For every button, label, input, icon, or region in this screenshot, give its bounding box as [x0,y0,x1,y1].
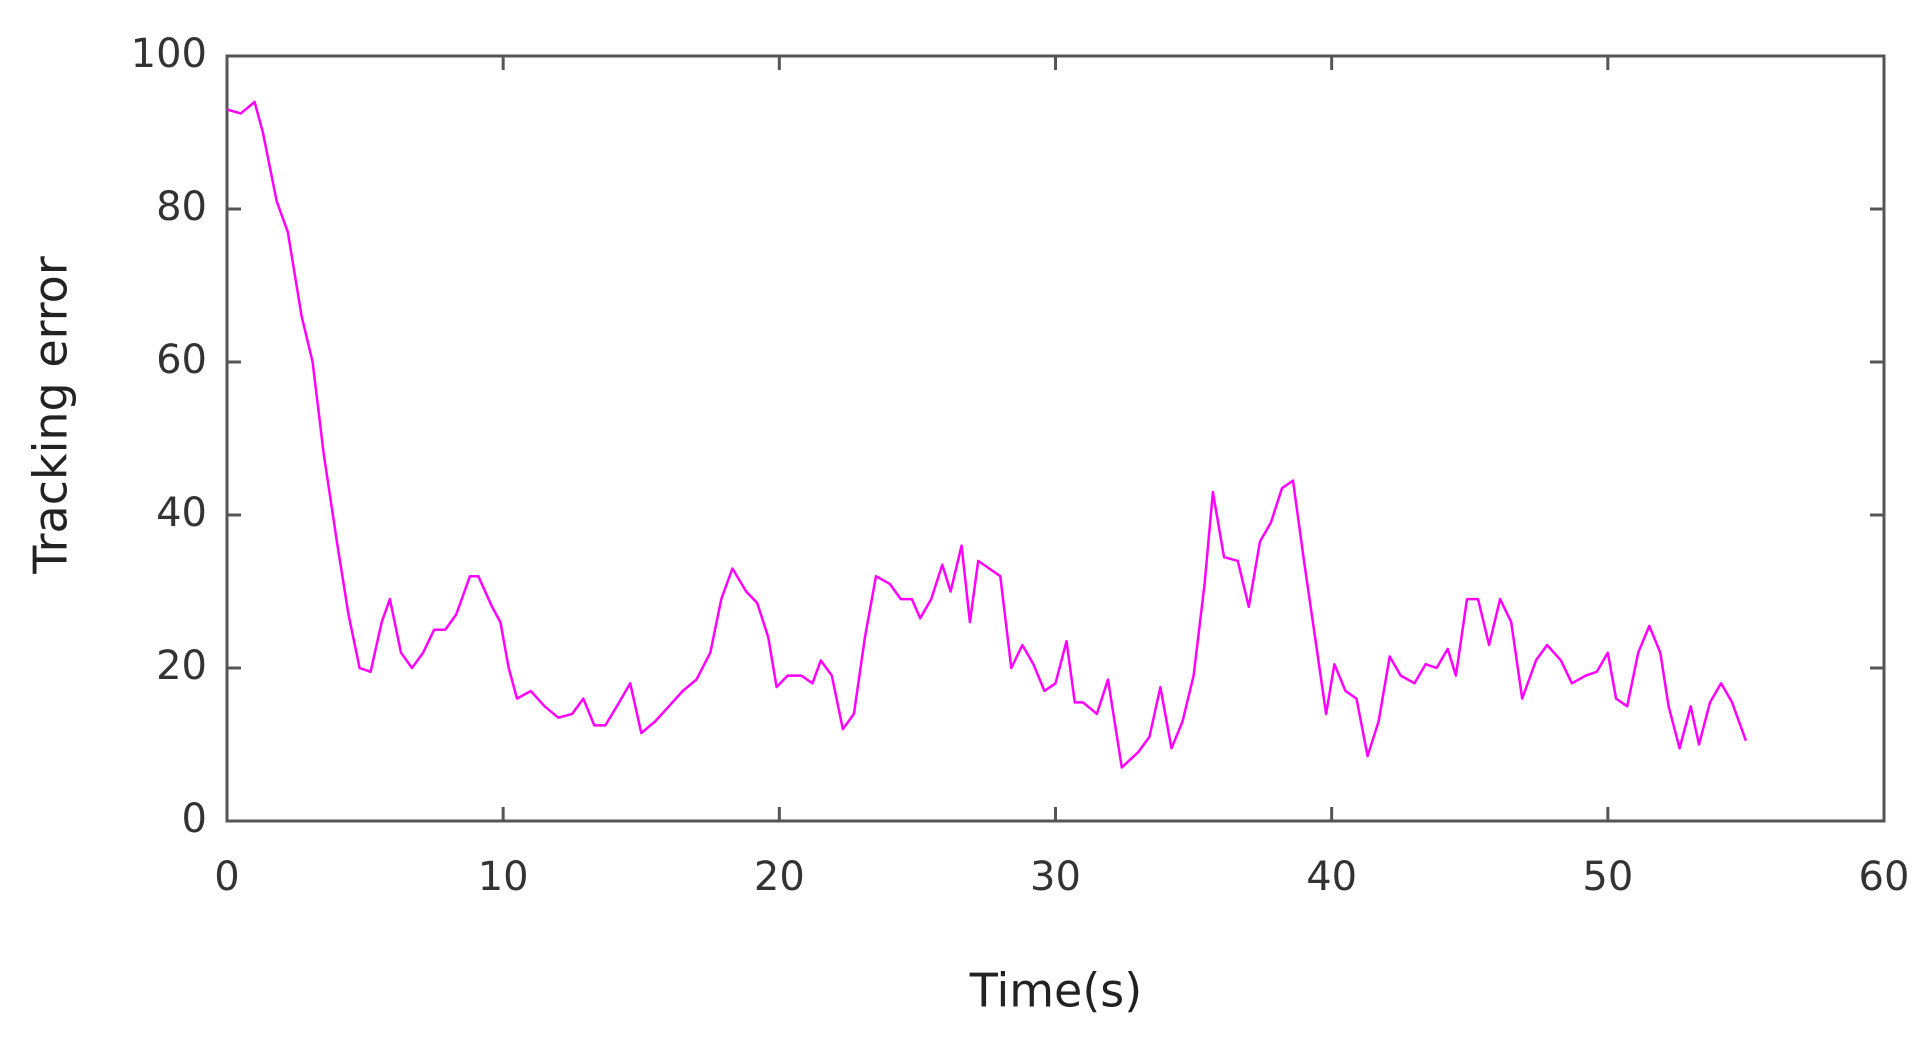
x-axis-label: Time(s) [969,964,1142,1018]
x-tick-label: 10 [478,854,529,900]
x-tick-label: 40 [1306,854,1357,900]
y-tick-label: 20 [156,643,207,689]
plot-frame [225,54,1886,823]
x-tick-label: 50 [1582,854,1633,900]
y-tick-label: 80 [156,184,207,230]
x-tick-label: 0 [214,854,239,900]
y-tick-label: 60 [156,337,207,383]
x-tick-label: 20 [754,854,805,900]
y-tick-label: 100 [131,31,207,77]
y-tick-label: 40 [156,490,207,536]
y-axis-label: Tracking error [24,256,78,575]
data-line [226,100,1748,769]
y-tick-label: 0 [182,796,207,842]
x-tick-label: 30 [1030,854,1081,900]
x-tick-label: 60 [1859,854,1910,900]
